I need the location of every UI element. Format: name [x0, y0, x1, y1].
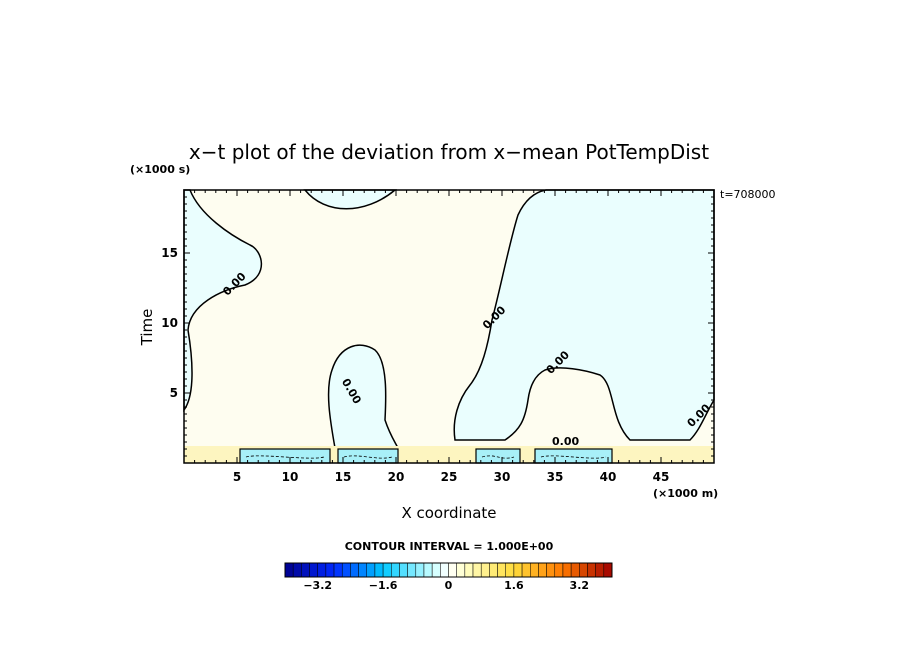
colorbar-swatch	[562, 562, 572, 578]
colorbar-swatch	[333, 562, 343, 578]
colorbar-swatch	[570, 562, 580, 578]
plot-area: 0.000.000.000.000.000.005 10 15 20 25 30 35 40 4…	[161, 189, 715, 484]
y-axis-label: Time	[138, 309, 156, 347]
colorbar-swatch	[538, 562, 547, 578]
colorbar-swatch	[317, 562, 327, 578]
colorbar-tick-label: 3.2	[570, 579, 590, 592]
colorbar-swatch	[489, 562, 498, 578]
x-tick-label: 20	[388, 470, 405, 484]
colorbar-swatch	[456, 562, 466, 578]
x-tick-label: 35	[547, 470, 564, 484]
colorbar-swatch	[579, 562, 588, 578]
y-tick-label: 15	[161, 246, 178, 260]
contour-label-6: 0.00	[552, 435, 579, 448]
colorbar-swatch	[415, 562, 425, 578]
colorbar: −3.2 −1.6 0 1.6 3.2	[284, 562, 613, 592]
contour-interval-label: CONTOUR INTERVAL = 1.000E+00	[345, 540, 554, 553]
x-tick-label: 15	[335, 470, 352, 484]
colorbar-swatch	[448, 562, 457, 578]
colorbar-swatch	[530, 562, 539, 578]
colorbar-tick-label: −1.6	[369, 579, 398, 592]
colorbar-swatch	[472, 562, 482, 578]
colorbar-swatch	[366, 562, 376, 578]
surface-cool-patch-3	[475, 448, 521, 464]
dashed-contour-4	[540, 455, 607, 459]
x-tick-label: 10	[282, 470, 299, 484]
colorbar-swatch	[587, 562, 596, 578]
colorbar-swatch	[431, 562, 441, 578]
colorbar-swatch	[358, 562, 368, 578]
colorbar-swatch	[440, 562, 449, 578]
colorbar-swatch	[480, 562, 490, 578]
colorbar-swatch	[505, 562, 515, 578]
colorbar-swatch	[309, 562, 318, 578]
dashed-contour-3	[481, 455, 515, 459]
colorbar-swatch	[325, 562, 335, 578]
colorbar-swatch	[546, 562, 556, 578]
colorbar-swatch	[284, 562, 294, 578]
chart-title: x−t plot of the deviation from x−mean Po…	[189, 140, 709, 164]
colorbar-tick-label: 1.6	[504, 579, 524, 592]
y-unit-label: (×1000 s)	[130, 163, 190, 176]
colorbar-swatch	[382, 562, 392, 578]
colorbar-swatch	[595, 562, 605, 578]
negative-region-4	[327, 344, 400, 449]
surface-cool-patch-2	[337, 448, 399, 464]
x-unit-label: (×1000 m)	[653, 487, 718, 500]
colorbar-swatch	[603, 562, 613, 578]
colorbar-swatch	[341, 562, 351, 578]
colorbar-swatch	[350, 562, 359, 578]
x-tick-label: 5	[233, 470, 241, 484]
y-tick-label: 10	[161, 316, 178, 330]
colorbar-swatch	[521, 562, 531, 578]
colorbar-swatch	[554, 562, 564, 578]
colorbar-swatch	[399, 562, 408, 578]
negative-region-1	[183, 189, 263, 413]
negative-region-2	[303, 189, 398, 210]
colorbar-tick-label: 0	[445, 579, 453, 592]
colorbar-swatch	[464, 562, 474, 578]
colorbar-tick-label: −3.2	[303, 579, 332, 592]
colorbar-swatch	[407, 562, 417, 578]
colorbar-swatch	[292, 562, 302, 578]
x-axis-label: X coordinate	[401, 504, 496, 522]
y-tick-label: 5	[170, 386, 178, 400]
colorbar-swatch	[497, 562, 506, 578]
x-tick-label: 30	[494, 470, 511, 484]
x-tick-label: 45	[653, 470, 670, 484]
colorbar-swatch	[423, 562, 433, 578]
x-tick-label: 25	[441, 470, 458, 484]
colorbar-swatch	[374, 562, 384, 578]
dashed-contour-1	[245, 455, 325, 459]
x-tick-label: 40	[600, 470, 617, 484]
colorbar-swatch	[301, 562, 310, 578]
colorbar-frame	[284, 562, 613, 578]
negative-region-3	[453, 189, 715, 441]
colorbar-swatch	[391, 562, 400, 578]
colorbar-swatch	[513, 562, 523, 578]
time-stamp: t=708000	[720, 188, 776, 201]
